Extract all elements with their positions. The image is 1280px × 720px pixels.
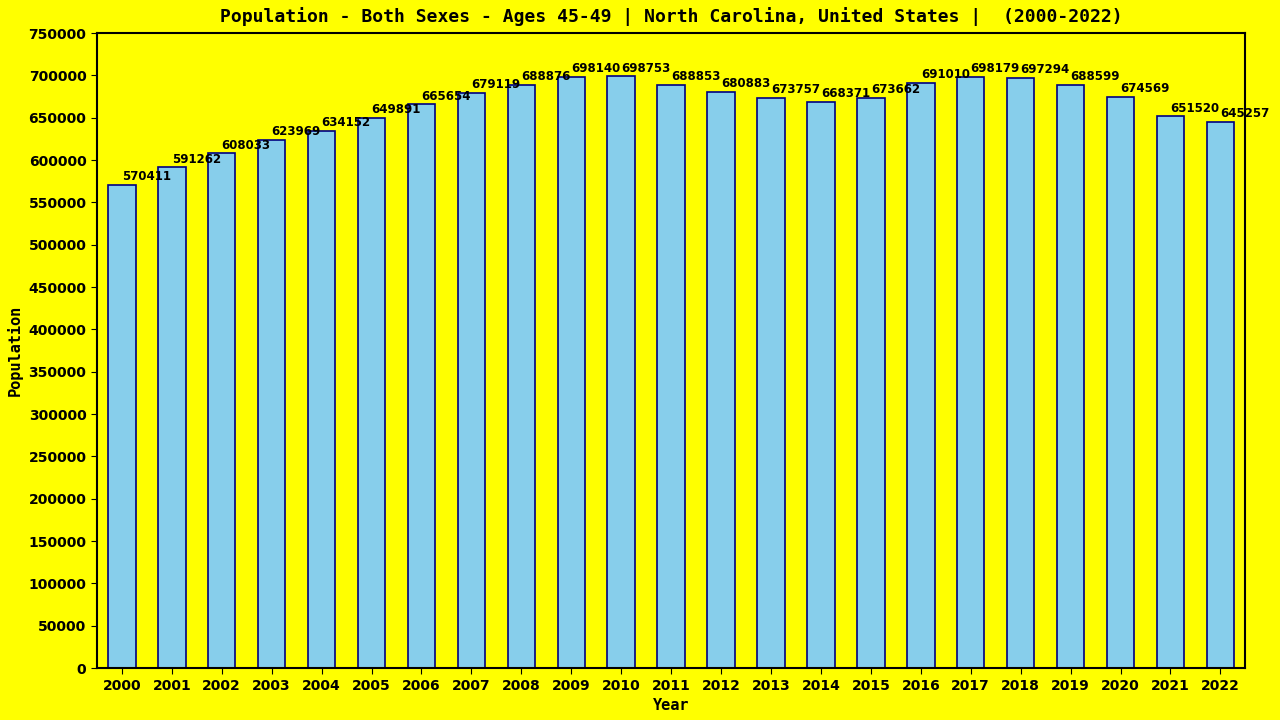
Text: 608033: 608033 bbox=[221, 138, 271, 151]
Bar bbox=[1157, 117, 1184, 668]
Text: 698753: 698753 bbox=[621, 62, 671, 75]
Text: 698179: 698179 bbox=[970, 62, 1020, 75]
Bar bbox=[508, 85, 535, 668]
Y-axis label: Population: Population bbox=[6, 305, 23, 396]
Bar bbox=[808, 102, 835, 668]
Title: Population - Both Sexes - Ages 45-49 | North Carolina, United States |  (2000-20: Population - Both Sexes - Ages 45-49 | N… bbox=[220, 7, 1123, 26]
Bar bbox=[758, 98, 785, 668]
Bar bbox=[259, 140, 285, 668]
Bar bbox=[1007, 78, 1034, 668]
Text: 651520: 651520 bbox=[1170, 102, 1220, 114]
Text: 668371: 668371 bbox=[820, 87, 870, 101]
Bar bbox=[358, 118, 385, 668]
Bar bbox=[458, 93, 485, 668]
Text: 688599: 688599 bbox=[1070, 71, 1120, 84]
Text: 691010: 691010 bbox=[920, 68, 970, 81]
Text: 673662: 673662 bbox=[870, 83, 920, 96]
Bar bbox=[159, 168, 186, 668]
Bar bbox=[408, 104, 435, 668]
Bar bbox=[658, 85, 685, 668]
Text: 649891: 649891 bbox=[371, 103, 421, 116]
Bar bbox=[957, 77, 984, 668]
Bar bbox=[558, 77, 585, 668]
Text: 673757: 673757 bbox=[771, 83, 820, 96]
Text: 698140: 698140 bbox=[571, 62, 621, 76]
Bar bbox=[908, 83, 934, 668]
Bar bbox=[708, 91, 735, 668]
Bar bbox=[858, 98, 884, 668]
Bar bbox=[608, 76, 635, 668]
Text: 679119: 679119 bbox=[471, 78, 521, 91]
Text: 645257: 645257 bbox=[1220, 107, 1270, 120]
Text: 688876: 688876 bbox=[521, 70, 571, 83]
X-axis label: Year: Year bbox=[653, 698, 690, 713]
Text: 591262: 591262 bbox=[172, 153, 221, 166]
Text: 634152: 634152 bbox=[321, 117, 371, 130]
Bar bbox=[308, 131, 335, 668]
Bar bbox=[1107, 97, 1134, 668]
Text: 688853: 688853 bbox=[671, 70, 721, 83]
Text: 680883: 680883 bbox=[721, 77, 771, 90]
Text: 623969: 623969 bbox=[271, 125, 321, 138]
Bar bbox=[1207, 122, 1234, 668]
Text: 697294: 697294 bbox=[1020, 63, 1070, 76]
Bar bbox=[209, 153, 236, 668]
Text: 570411: 570411 bbox=[122, 171, 172, 184]
Bar bbox=[1057, 85, 1084, 668]
Text: 674569: 674569 bbox=[1120, 82, 1170, 95]
Bar bbox=[108, 185, 136, 668]
Text: 665654: 665654 bbox=[421, 90, 471, 103]
